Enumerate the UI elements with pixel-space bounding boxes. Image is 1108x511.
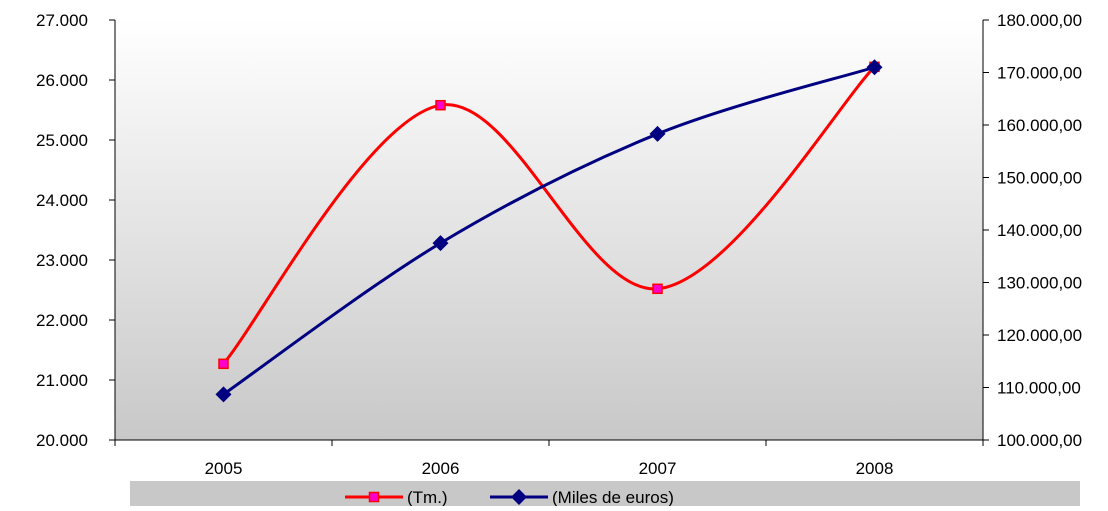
series-marker-square bbox=[652, 283, 663, 295]
y-left-tick-label: 23.000 bbox=[36, 251, 88, 270]
series-marker-diamond bbox=[649, 125, 666, 142]
series-marker-diamond bbox=[432, 235, 449, 252]
x-tick-label: 2006 bbox=[422, 459, 460, 478]
series-line-1 bbox=[222, 65, 875, 396]
y-right-tick-label: 100.000,00 bbox=[997, 431, 1082, 450]
y-right-tick-label: 160.000,00 bbox=[997, 116, 1082, 135]
x-tick-label: 2007 bbox=[639, 459, 677, 478]
series-marker-square bbox=[218, 358, 229, 370]
y-left-tick-label: 20.000 bbox=[36, 431, 88, 450]
x-tick-label: 2005 bbox=[205, 459, 243, 478]
y-right-tick-label: 180.000,00 bbox=[997, 11, 1082, 30]
legend: (Tm.) (Miles de euros) bbox=[345, 488, 674, 507]
legend-strip bbox=[130, 481, 1080, 506]
series-lines bbox=[222, 65, 876, 396]
y-left-tick-label: 27.000 bbox=[36, 11, 88, 30]
y-left-tick-label: 21.000 bbox=[36, 371, 88, 390]
y-left-tick-label: 26.000 bbox=[36, 71, 88, 90]
axes: 20.000 21.000 22.000 23.000 24.000 25.000 26.0… bbox=[36, 11, 1082, 478]
legend-marker-diamond bbox=[511, 489, 527, 505]
legend-marker-square bbox=[368, 491, 380, 503]
y-right-tick-label: 150.000,00 bbox=[997, 169, 1082, 188]
series-line-0 bbox=[222, 65, 876, 365]
legend-label-0: (Tm.) bbox=[407, 488, 448, 506]
y-right-tick-label: 130.000,00 bbox=[997, 274, 1082, 293]
y-right-tick-label: 120.000,00 bbox=[997, 326, 1082, 345]
y-right-tick-label: 110.000,00 bbox=[997, 379, 1081, 398]
legend-label-1: (Miles de euros) bbox=[552, 488, 674, 506]
y-left-tick-label: 25.000 bbox=[36, 131, 88, 150]
y-right-tick-label: 140.000,00 bbox=[997, 221, 1082, 240]
series-marker-diamond bbox=[215, 386, 232, 403]
x-tick-label: 2008 bbox=[856, 459, 894, 478]
series-marker-diamond bbox=[866, 59, 883, 76]
series-marker-square bbox=[435, 99, 446, 111]
series-markers bbox=[215, 59, 883, 403]
y-right-tick-label: 170.000,00 bbox=[997, 64, 1082, 83]
y-left-tick-label: 24.000 bbox=[36, 191, 88, 210]
y-left-tick-label: 22.000 bbox=[36, 311, 88, 330]
